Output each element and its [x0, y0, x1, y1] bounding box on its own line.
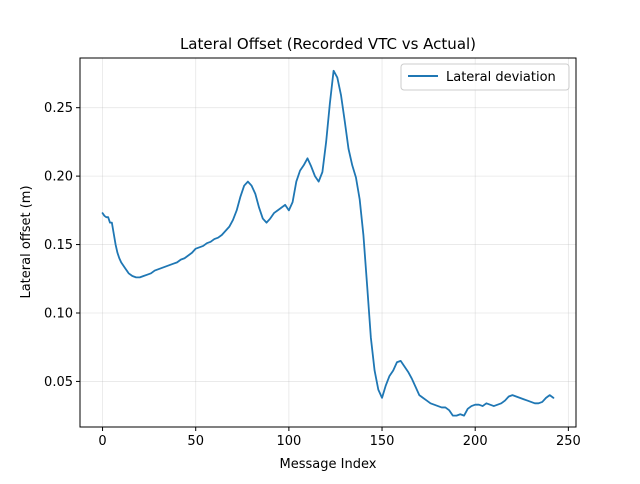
x-tick-label: 100 — [276, 434, 301, 449]
legend-label-lateral-deviation: Lateral deviation — [446, 70, 556, 85]
legend: Lateral deviation — [401, 64, 569, 90]
y-tick-label: 0.05 — [44, 375, 73, 390]
y-axis-label: Lateral offset (m) — [19, 185, 34, 298]
x-tick-label: 150 — [370, 434, 395, 449]
x-tick-label: 250 — [556, 434, 581, 449]
x-tick-label: 0 — [98, 434, 106, 449]
y-tick-label: 0.20 — [44, 170, 73, 185]
y-tick-label: 0.25 — [44, 101, 73, 116]
x-tick-label: 50 — [187, 434, 204, 449]
y-tick-label: 0.15 — [44, 238, 73, 253]
x-axis-label: Message Index — [280, 457, 377, 472]
chart-title: Lateral Offset (Recorded VTC vs Actual) — [180, 35, 476, 53]
y-tick-label: 0.10 — [44, 306, 73, 321]
x-tick-label: 200 — [463, 434, 488, 449]
